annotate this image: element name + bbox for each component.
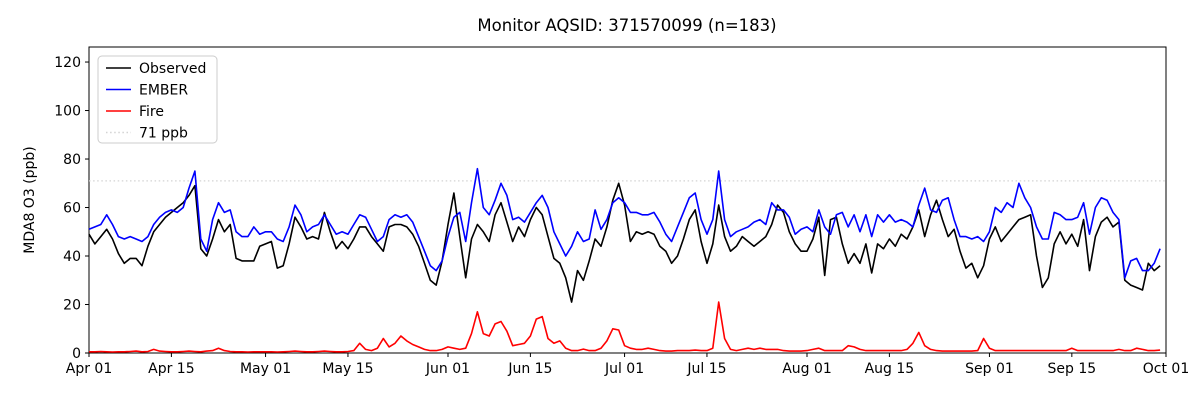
y-axis-label: MDA8 O3 (ppb) (22, 146, 38, 254)
y-tick-label: 40 (63, 249, 81, 265)
plot-frame (88, 46, 1167, 354)
legend-label: Fire (139, 104, 164, 120)
x-axis-ticks: Apr 01 Apr 15 May 01 May 15 Jun 01 Jun 15 Jul … (66, 353, 1189, 377)
x-tick-label: May 15 (322, 361, 373, 377)
ember-line (88, 167, 1161, 279)
x-tick-label: Aug 01 (782, 361, 832, 377)
y-tick-label: 120 (54, 55, 81, 71)
y-tick-label: 80 (63, 152, 81, 168)
x-tick-label: Oct 01 (1143, 361, 1189, 377)
y-axis-ticks: 0 20 40 60 80 100 120 (54, 55, 89, 362)
x-tick-label: May 01 (240, 361, 291, 377)
x-tick-label: Apr 15 (148, 361, 194, 377)
x-tick-label: Jun 15 (507, 361, 552, 377)
legend-box (97, 55, 218, 144)
y-tick-label: 0 (72, 346, 81, 362)
x-tick-label: Jul 15 (686, 361, 726, 377)
x-tick-label: Sep 01 (965, 361, 1014, 377)
chart-title: Monitor AQSID: 371570099 (n=183) (477, 16, 776, 35)
legend-label: 71 ppb (139, 126, 188, 142)
x-tick-label: Jun 01 (425, 361, 470, 377)
x-tick-label: Sep 15 (1048, 361, 1097, 377)
legend: Observed EMBER Fire 71 ppb (97, 55, 218, 144)
x-tick-label: Aug 15 (865, 361, 915, 377)
y-tick-label: 20 (63, 298, 81, 314)
x-tick-label: Apr 01 (66, 361, 112, 377)
y-tick-label: 100 (54, 104, 81, 120)
observed-line (88, 182, 1161, 303)
legend-label: Observed (139, 61, 206, 77)
y-tick-label: 60 (63, 201, 81, 217)
legend-label: EMBER (139, 83, 188, 99)
fire-line (89, 301, 1161, 353)
x-tick-label: Jul 01 (604, 361, 644, 377)
series-lines-group (88, 167, 1161, 353)
